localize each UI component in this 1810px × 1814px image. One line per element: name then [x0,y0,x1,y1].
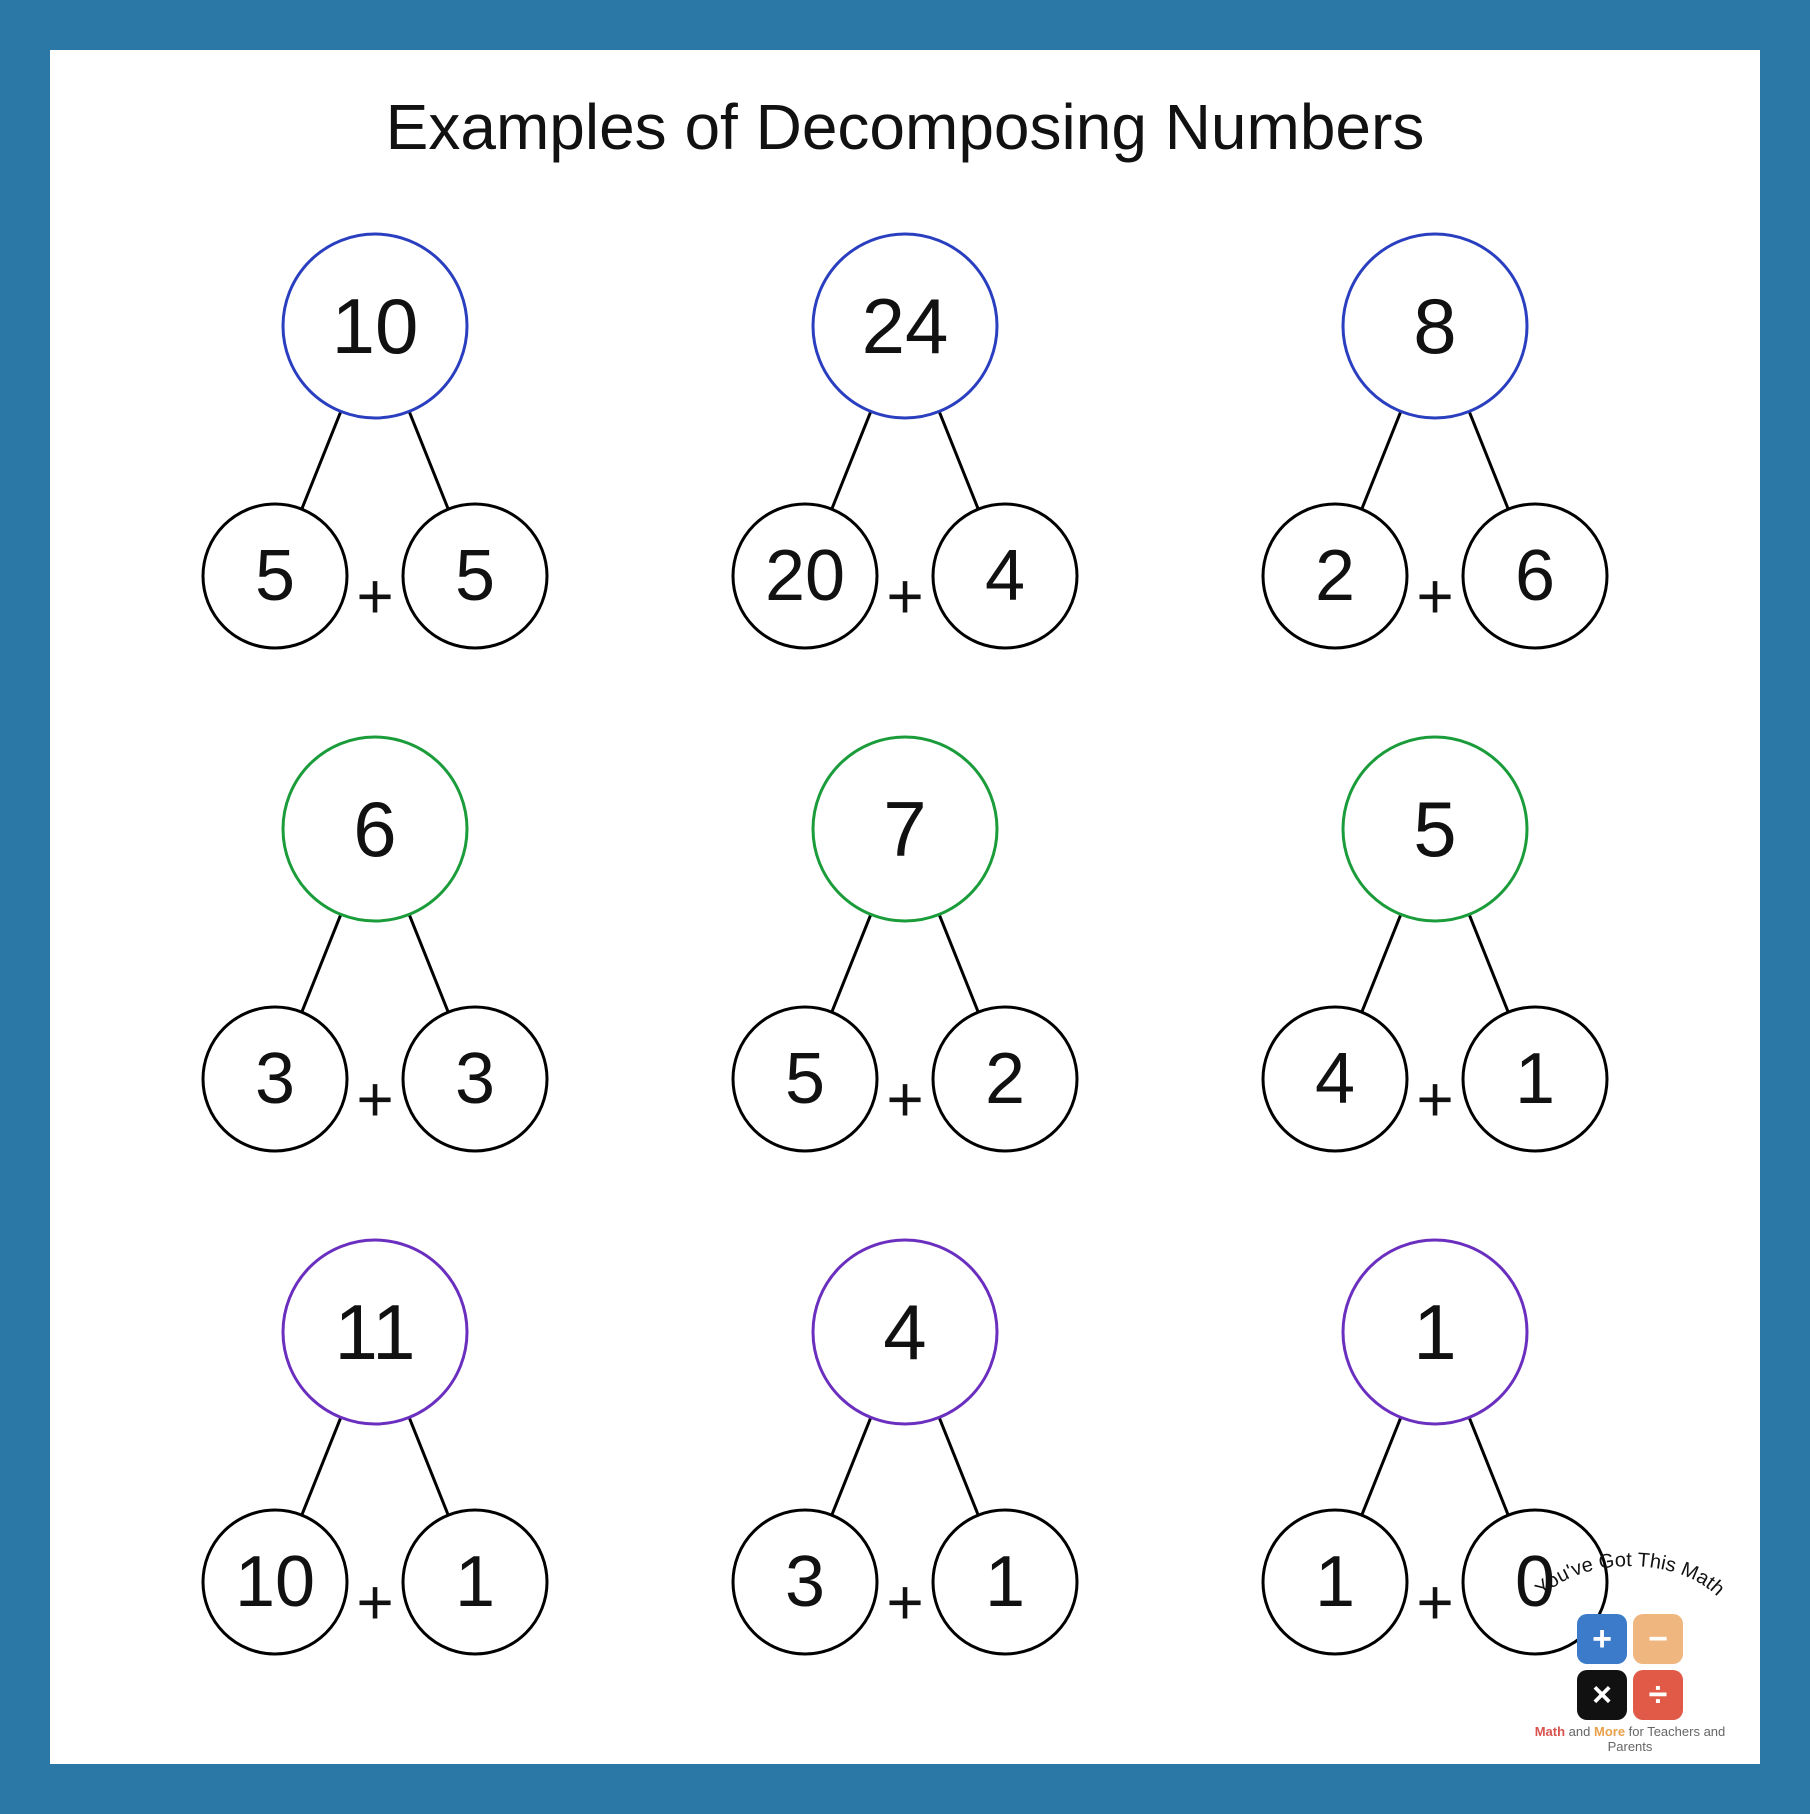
bond-cell: 6 3 3 + [110,697,640,1200]
outer-frame: Examples of Decomposing Numbers 1055+242… [0,0,1810,1814]
brand-text: You've Got This Math [1531,1549,1728,1600]
page-title: Examples of Decomposing Numbers [386,90,1425,164]
plus-sign: + [1416,1063,1453,1135]
number-bond: 24 20 4 + [685,226,1125,666]
brand-tagline: Math and More for Teachers and Parents [1520,1724,1740,1754]
bond-cell: 4 3 1 + [640,1201,1170,1704]
number-bond: 5 4 1 + [1215,729,1655,1169]
right-number: 4 [985,536,1025,616]
bond-cell: 7 5 2 + [640,697,1170,1200]
top-number: 10 [332,282,419,370]
left-number: 1 [1315,1542,1355,1622]
tagline-more: More [1594,1724,1625,1739]
right-number: 3 [455,1039,495,1119]
brand-arc: You've Got This Math [1520,1545,1740,1605]
bond-cell: 24 20 4 + [640,194,1170,697]
plus-sign: + [1416,1566,1453,1638]
top-number: 7 [883,785,926,873]
number-bond: 11 10 1 + [155,1232,595,1672]
top-number: 1 [1413,1288,1456,1376]
bond-cell: 8 2 6 + [1170,194,1700,697]
top-number: 8 [1413,282,1456,370]
svg-text:You've Got This Math: You've Got This Math [1531,1549,1728,1600]
bond-grid: 10 5 5 +24 20 4 +8 2 6 +6 3 3 +7 5 2 +5 4 1 +11 10 1 +4 3 1 +1 10… [50,164,1760,1764]
plus-sign: + [886,560,923,632]
tagline-and: and [1565,1724,1594,1739]
brand-op-icons: + − × ÷ [1520,1614,1740,1720]
minus-icon: − [1633,1614,1683,1664]
top-number: 6 [353,785,396,873]
number-bond: 4 3 1 + [685,1232,1125,1672]
plus-sign: + [886,1566,923,1638]
number-bond: 10 5 5 + [155,226,595,666]
right-number: 1 [1515,1039,1555,1119]
top-number: 4 [883,1288,926,1376]
top-number: 24 [862,282,949,370]
plus-sign: + [356,1063,393,1135]
page: Examples of Decomposing Numbers 1055+242… [50,50,1760,1764]
left-number: 5 [785,1039,825,1119]
left-number: 4 [1315,1039,1355,1119]
brand-logo: You've Got This Math + − × ÷ Math and Mo… [1520,1545,1740,1754]
right-number: 5 [455,536,495,616]
top-number: 5 [1413,785,1456,873]
top-number: 11 [335,1288,416,1376]
divide-icon: ÷ [1633,1670,1683,1720]
left-number: 20 [765,536,845,616]
left-number: 2 [1315,536,1355,616]
plus-sign: + [886,1063,923,1135]
bond-cell: 11 10 1 + [110,1201,640,1704]
left-number: 10 [235,1542,315,1622]
left-number: 3 [255,1039,295,1119]
plus-sign: + [1416,560,1453,632]
bond-cell: 10 5 5 + [110,194,640,697]
right-number: 1 [455,1542,495,1622]
number-bond: 7 5 2 + [685,729,1125,1169]
plus-sign: + [356,1566,393,1638]
right-number: 6 [1515,536,1555,616]
right-number: 1 [985,1542,1025,1622]
right-number: 2 [985,1039,1025,1119]
left-number: 5 [255,536,295,616]
tagline-rest: for Teachers and Parents [1608,1724,1726,1754]
plus-icon: + [1577,1614,1627,1664]
left-number: 3 [785,1542,825,1622]
plus-sign: + [356,560,393,632]
times-icon: × [1577,1670,1627,1720]
bond-cell: 5 4 1 + [1170,697,1700,1200]
number-bond: 8 2 6 + [1215,226,1655,666]
number-bond: 6 3 3 + [155,729,595,1169]
tagline-math: Math [1535,1724,1565,1739]
